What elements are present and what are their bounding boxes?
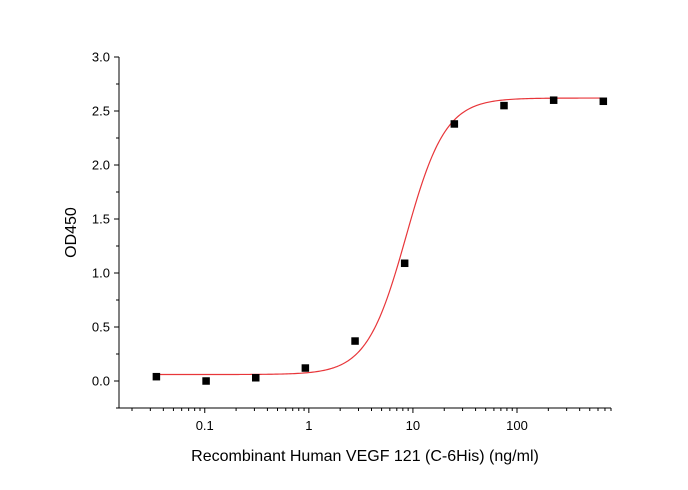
- y-tick-label: 0.5: [92, 320, 110, 335]
- y-tick-label: 0.0: [92, 374, 110, 389]
- x-tick-label: 0.1: [196, 418, 214, 433]
- data-point: [400, 259, 409, 268]
- data-point: [549, 96, 558, 104]
- y-tick-label: 1.0: [92, 266, 110, 281]
- y-tick-label: 3.0: [92, 50, 110, 65]
- data-point: [500, 101, 508, 110]
- y-tick-label: 1.5: [92, 212, 110, 227]
- y-tick-label: 2.0: [92, 158, 110, 173]
- data-point: [252, 374, 260, 382]
- data-point: [301, 364, 310, 372]
- x-tick-label: 10: [406, 418, 420, 433]
- x-tick-label: 1: [305, 418, 312, 433]
- fit-curve: [156, 97, 604, 376]
- y-tick-label: 2.5: [92, 104, 110, 119]
- y-axis-label: OD450: [63, 207, 80, 258]
- x-axis-label: Recombinant Human VEGF 121 (C-6His) (ng/…: [191, 448, 539, 465]
- data-point: [202, 377, 210, 385]
- fit-curve-layer: [156, 97, 604, 376]
- data-point: [450, 120, 459, 128]
- x-tick-label: 100: [506, 418, 528, 433]
- axes: 0.0 0.5 1.0 1.5 2.0 2.5 3.0 0.1 1 10 100: [92, 50, 612, 433]
- data-point: [351, 337, 359, 345]
- data-point: [152, 372, 161, 381]
- data-points-layer: [152, 96, 608, 385]
- data-point: [599, 97, 608, 106]
